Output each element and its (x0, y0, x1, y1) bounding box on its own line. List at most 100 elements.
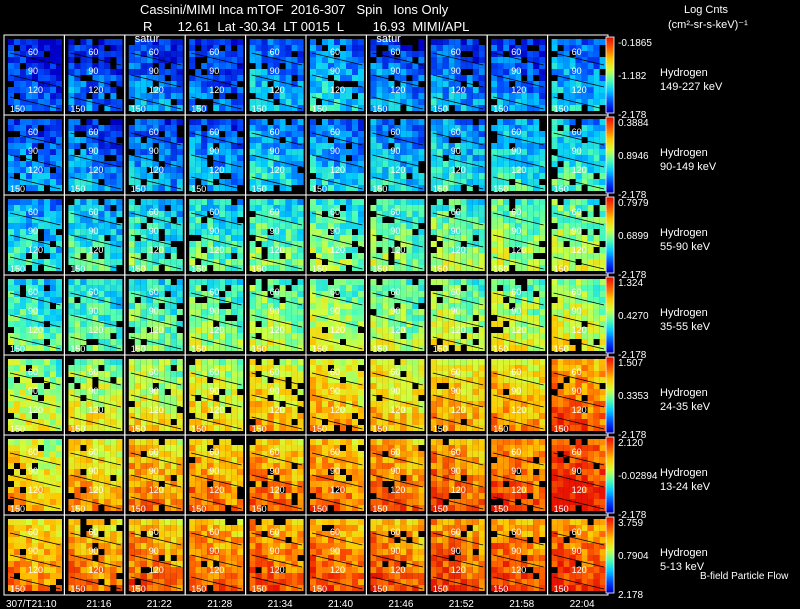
heatmap-pixel (104, 309, 111, 315)
heatmap-pixel (195, 87, 202, 93)
heatmap-pixel (32, 185, 38, 191)
heatmap-pixel (358, 297, 364, 303)
heatmap-pixel (50, 279, 56, 285)
heatmap-pixel (297, 81, 304, 87)
heatmap-pixel (213, 259, 220, 265)
heatmap-pixel (170, 359, 177, 365)
heatmap-pixel (497, 105, 504, 111)
heatmap-pixel (515, 161, 522, 167)
heatmap-pixel (599, 315, 606, 321)
heatmap-pixel (382, 87, 389, 93)
heatmap-pixel (466, 235, 473, 241)
heatmap-pixel (575, 241, 582, 247)
heatmap-pixel (394, 131, 401, 137)
heatmap-pixel (170, 401, 177, 407)
heatmap-pixel (334, 297, 340, 303)
heatmap-pixel (255, 395, 262, 401)
heatmap-pixel (491, 309, 498, 315)
heatmap-pixel (273, 39, 280, 45)
heatmap-pixel (207, 185, 214, 191)
pitch-angle-label: 90 (209, 386, 219, 396)
pitch-angle-label: 150 (10, 424, 25, 434)
heatmap-pixel (297, 371, 304, 377)
heatmap-pixel (273, 339, 280, 345)
heatmap-pixel (322, 285, 328, 291)
heatmap-pixel (8, 259, 14, 265)
heatmap-pixel (418, 339, 425, 345)
heatmap-pixel (527, 285, 534, 291)
heatmap-pixel (92, 211, 99, 217)
heatmap-pixel (285, 413, 292, 419)
heatmap-pixel (442, 253, 449, 259)
heatmap-pixel (569, 143, 576, 149)
heatmap-pixel (497, 265, 504, 271)
heatmap-pixel (255, 223, 262, 229)
colorbar-mid-label: 0.4270 (618, 311, 649, 322)
pitch-angle-contour (9, 372, 61, 386)
heatmap-pixel (551, 93, 558, 99)
heatmap-pixel (104, 173, 111, 179)
heatmap-pixel (189, 223, 196, 229)
heatmap-pixel (219, 395, 226, 401)
heatmap-pixel (563, 199, 570, 205)
heatmap-pixel (533, 69, 540, 75)
heatmap-pixel (104, 87, 111, 93)
heatmap-pixel (68, 179, 75, 185)
colorbar-segment (606, 65, 614, 68)
heatmap-pixel (328, 185, 334, 191)
heatmap-pixel (406, 149, 413, 155)
heatmap-pixel (539, 211, 546, 217)
heatmap-pixel (454, 75, 461, 81)
heatmap-pixel (189, 75, 196, 81)
heatmap-pixel (448, 327, 455, 333)
heatmap-pixel (152, 259, 159, 265)
heatmap-pixel (128, 211, 135, 217)
heatmap-pixel (74, 425, 81, 431)
heatmap-pixel (140, 303, 147, 309)
heatmap-pixel (328, 39, 334, 45)
heatmap-pixel (146, 235, 153, 241)
heatmap-pixel (358, 179, 364, 185)
heatmap-pixel (509, 285, 516, 291)
heatmap-pixel (557, 185, 564, 191)
heatmap-pixel (189, 211, 196, 217)
heatmap-pixel (503, 131, 510, 137)
heatmap-pixel (472, 167, 479, 173)
heatmap-pixel (267, 401, 274, 407)
heatmap-pixel (322, 279, 328, 285)
heatmap-pixel (195, 161, 202, 167)
heatmap-pixel (68, 51, 75, 57)
heatmap-pixel (478, 297, 485, 303)
heatmap-pixel (219, 333, 226, 339)
heatmap-pixel (527, 211, 534, 217)
heatmap-pixel (533, 81, 540, 87)
heatmap-pixel (86, 155, 93, 161)
heatmap-pixel (533, 315, 540, 321)
heatmap-pixel (267, 419, 274, 425)
pitch-angle-contour (311, 176, 363, 190)
heatmap-pixel (442, 297, 449, 303)
heatmap-pixel (352, 119, 358, 125)
heatmap-pixel (593, 285, 600, 291)
heatmap-pixel (92, 93, 99, 99)
heatmap-pixel (201, 365, 208, 371)
heatmap-pixel (575, 309, 582, 315)
heatmap-pixel (503, 185, 510, 191)
heatmap-pixel (436, 185, 443, 191)
heatmap-pixel (394, 309, 401, 315)
heatmap-pixel (207, 217, 214, 223)
heatmap-pixel (152, 39, 159, 45)
heatmap-pixel (68, 279, 75, 285)
heatmap-pixel (358, 383, 364, 389)
heatmap-pixel (551, 137, 558, 143)
heatmap-pixel (430, 303, 437, 309)
heatmap-pixel (370, 253, 377, 259)
heatmap-pixel (599, 87, 606, 93)
heatmap-pixel (176, 105, 183, 111)
heatmap-pixel (8, 297, 14, 303)
heatmap-pixel (563, 81, 570, 87)
heatmap-pixel (569, 131, 576, 137)
heatmap-pixel (14, 247, 20, 253)
heatmap-pixel (533, 105, 540, 111)
pitch-angle-label: 60 (88, 127, 98, 137)
